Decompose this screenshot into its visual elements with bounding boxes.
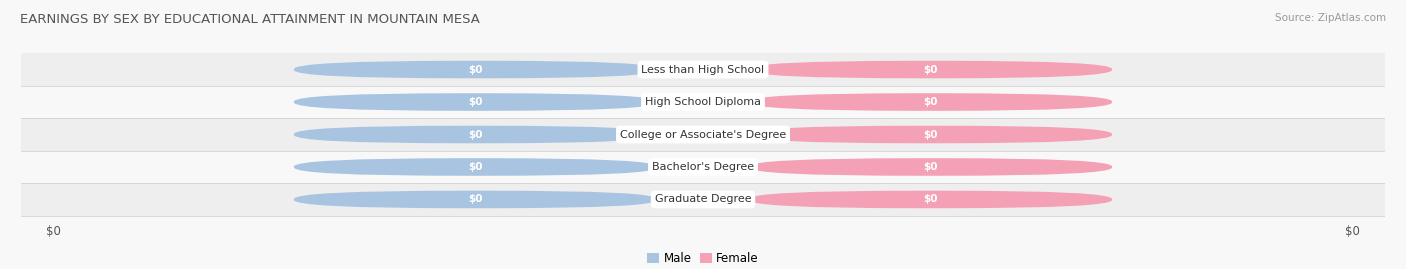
Text: Source: ZipAtlas.com: Source: ZipAtlas.com: [1275, 13, 1386, 23]
Text: College or Associate's Degree: College or Associate's Degree: [620, 129, 786, 140]
Legend: Male, Female: Male, Female: [643, 247, 763, 269]
Text: Graduate Degree: Graduate Degree: [655, 194, 751, 204]
Text: $0: $0: [924, 194, 938, 204]
FancyBboxPatch shape: [294, 191, 658, 208]
Text: Less than High School: Less than High School: [641, 65, 765, 75]
FancyBboxPatch shape: [748, 61, 1112, 78]
FancyBboxPatch shape: [748, 158, 1112, 176]
Text: Bachelor's Degree: Bachelor's Degree: [652, 162, 754, 172]
Bar: [21, 118, 1385, 151]
FancyBboxPatch shape: [748, 93, 1112, 111]
Text: $0: $0: [468, 65, 482, 75]
Bar: [21, 151, 1385, 183]
Text: High School Diploma: High School Diploma: [645, 97, 761, 107]
FancyBboxPatch shape: [294, 61, 658, 78]
Text: $0: $0: [924, 65, 938, 75]
FancyBboxPatch shape: [748, 191, 1112, 208]
Text: $0: $0: [924, 162, 938, 172]
Bar: [21, 86, 1385, 118]
Text: $0: $0: [924, 129, 938, 140]
FancyBboxPatch shape: [294, 126, 658, 143]
Bar: [21, 183, 1385, 216]
Text: $0: $0: [468, 194, 482, 204]
Bar: [21, 53, 1385, 86]
Text: $0: $0: [468, 97, 482, 107]
Text: $0: $0: [468, 129, 482, 140]
Text: EARNINGS BY SEX BY EDUCATIONAL ATTAINMENT IN MOUNTAIN MESA: EARNINGS BY SEX BY EDUCATIONAL ATTAINMEN…: [20, 13, 479, 26]
Text: $0: $0: [924, 97, 938, 107]
FancyBboxPatch shape: [294, 93, 658, 111]
FancyBboxPatch shape: [748, 126, 1112, 143]
FancyBboxPatch shape: [294, 158, 658, 176]
Text: $0: $0: [468, 162, 482, 172]
